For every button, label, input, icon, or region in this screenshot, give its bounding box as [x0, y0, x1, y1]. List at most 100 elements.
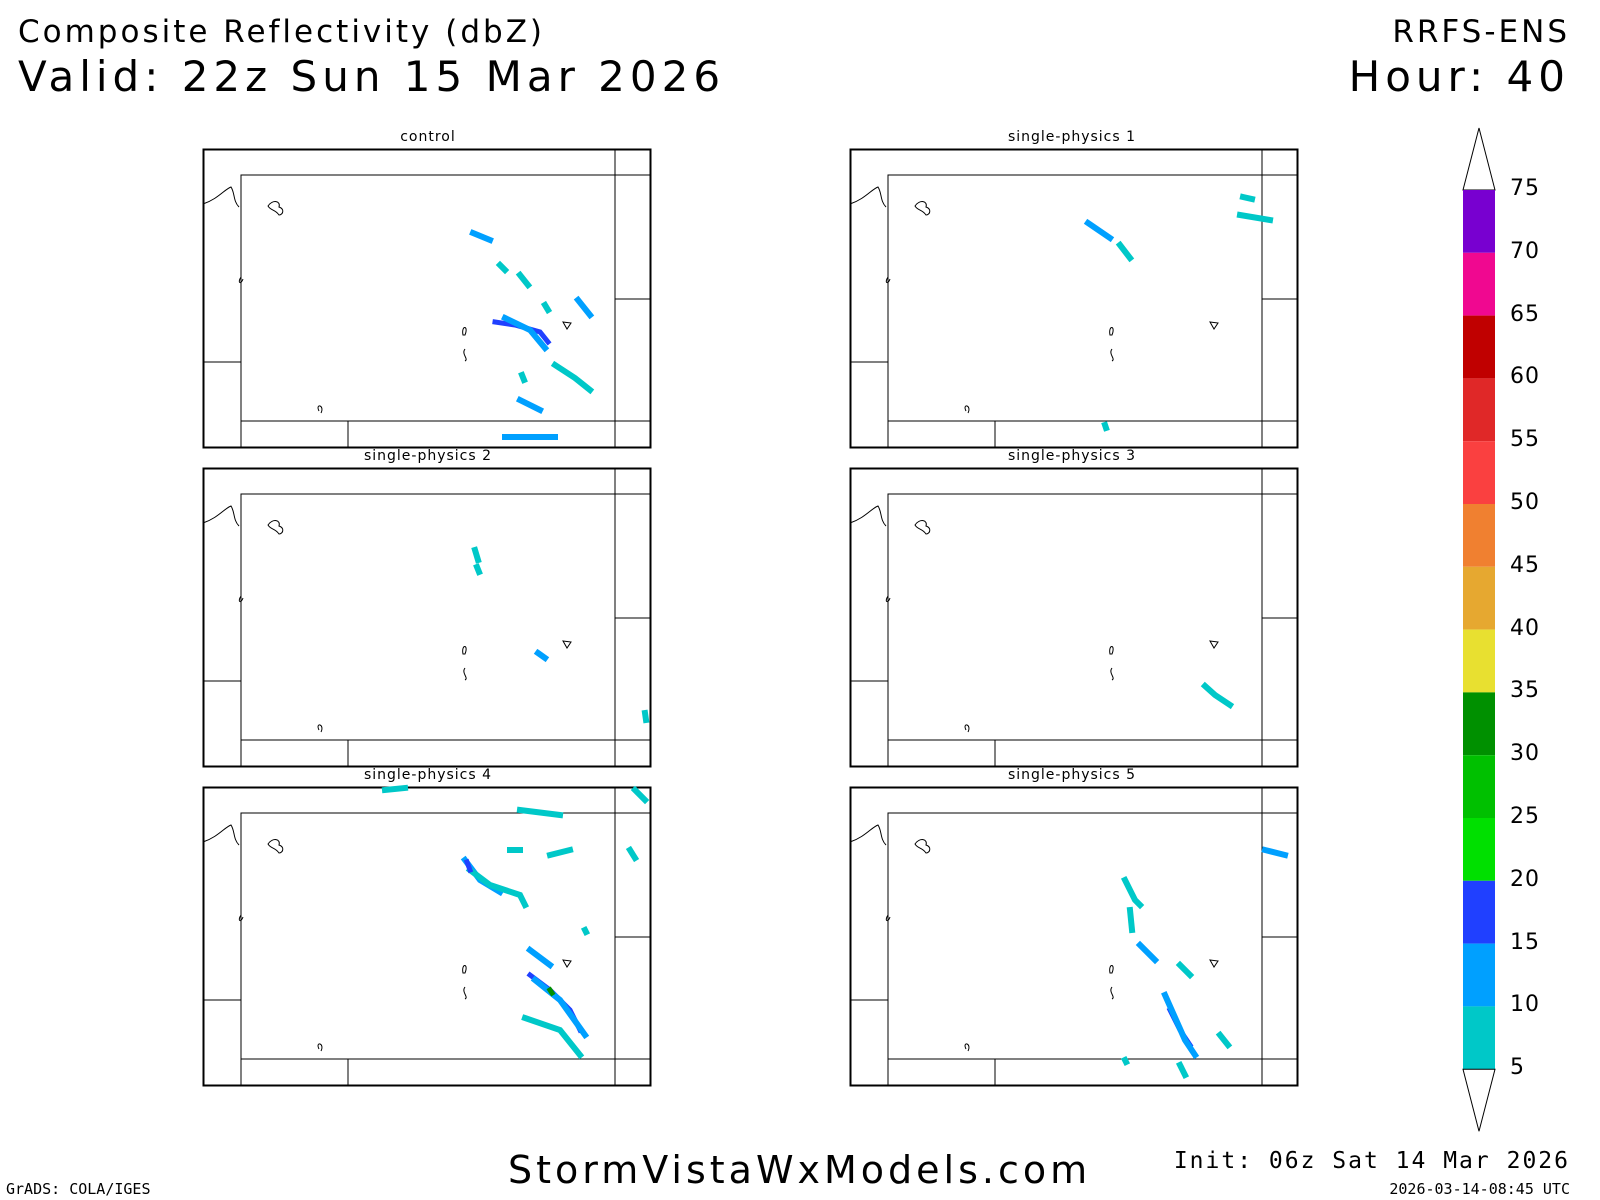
lake-outline — [1209, 640, 1219, 649]
lake-outline — [1209, 321, 1219, 330]
lake-outline — [317, 1043, 323, 1052]
state-borders — [203, 468, 651, 767]
reflectivity-echo — [1135, 940, 1160, 965]
lake-outline — [562, 640, 572, 649]
lake-outline — [885, 914, 891, 922]
reflectivity-echo — [1239, 193, 1256, 203]
coastline-outline — [849, 186, 887, 208]
reflectivity-echo — [473, 563, 483, 576]
lake-outline — [462, 646, 467, 655]
river-outline — [1110, 986, 1114, 1000]
reflectivity-echo — [1083, 218, 1115, 243]
colorbar-top-arrow — [1462, 127, 1496, 191]
generated-timestamp: 2026-03-14-08:45 UTC — [1389, 1180, 1570, 1198]
lake-outline — [964, 1043, 970, 1052]
colorbar-label: 35 — [1510, 678, 1540, 704]
reflectivity-echo — [1126, 906, 1136, 934]
map-frame — [849, 786, 1299, 1087]
colorbar-segment — [1463, 504, 1495, 567]
map-panel-single-physics-3 — [849, 467, 1299, 768]
reflectivity-echo — [1261, 846, 1289, 859]
reflectivity-echo — [1175, 1060, 1190, 1080]
river-outline — [1110, 348, 1114, 362]
reflectivity-echo — [518, 371, 528, 384]
colorbar-label: 5 — [1510, 1055, 1525, 1081]
coastline-outline — [849, 824, 887, 846]
panel-label-sp3: single-physics 3 — [1007, 448, 1137, 464]
lake-outline — [317, 724, 323, 733]
reflectivity-echo — [630, 785, 650, 805]
model-name: RRFS-ENS — [1392, 14, 1570, 50]
lake-outline — [964, 724, 970, 733]
init-time: Init: 06z Sat 14 Mar 2026 — [1173, 1148, 1570, 1174]
river-outline — [463, 348, 467, 362]
lake-outline — [462, 327, 467, 336]
state-borders — [850, 149, 1298, 448]
reflectivity-echo — [530, 975, 590, 1040]
reflectivity-echo — [625, 845, 640, 863]
lake-outline — [914, 201, 931, 216]
reflectivity-echo — [533, 648, 550, 663]
coastline-outline — [202, 824, 240, 846]
lake-outline — [914, 839, 931, 854]
colorbar-bottom-arrow — [1462, 1068, 1496, 1132]
reflectivity-echo — [1115, 240, 1135, 263]
reflectivity-echo — [1161, 991, 1200, 1060]
reflectivity-echo — [1175, 960, 1195, 980]
lake-outline — [267, 201, 284, 216]
colorbar-segment — [1463, 378, 1495, 442]
reflectivity-echo — [516, 806, 564, 819]
map-frame — [202, 786, 652, 1087]
reflectivity-echo — [550, 360, 595, 395]
river-outline — [463, 986, 467, 1000]
reflectivity-echo — [515, 395, 545, 415]
lake-outline — [1209, 959, 1219, 968]
colorbar-segment — [1463, 818, 1495, 881]
colorbar-label: 50 — [1510, 490, 1540, 515]
map-frame — [202, 148, 652, 449]
panel-label-sp5: single-physics 5 — [1007, 767, 1137, 783]
colorbar-segment — [1463, 943, 1495, 1007]
colorbar-label: 20 — [1510, 866, 1540, 892]
reflectivity-echo — [471, 546, 482, 564]
reflectivity-colorbar — [1462, 127, 1496, 1132]
lake-outline — [964, 405, 970, 414]
map-frame — [849, 467, 1299, 768]
river-outline — [1110, 667, 1114, 681]
lake-outline — [238, 276, 244, 284]
reflectivity-echo — [641, 709, 650, 724]
lake-outline — [238, 595, 244, 603]
reflectivity-echo — [1120, 875, 1145, 910]
colorbar-segment — [1463, 566, 1495, 630]
colorbar-label: 75 — [1510, 176, 1540, 201]
lake-outline — [238, 914, 244, 922]
colorbar-label: 10 — [1510, 992, 1540, 1018]
reflectivity-echo — [1215, 1030, 1233, 1050]
map-panel-single-physics-2 — [202, 467, 652, 768]
coastline-outline — [202, 505, 240, 527]
reflectivity-echo — [546, 846, 574, 859]
reflectivity-echo — [521, 1014, 585, 1060]
coastline-outline — [202, 186, 240, 208]
forecast-hour: Hour: 40 — [1348, 52, 1570, 101]
state-borders — [203, 787, 651, 1086]
colorbar-segment — [1463, 190, 1495, 253]
colorbar-segment — [1463, 629, 1495, 693]
map-panel-single-physics-1 — [849, 148, 1299, 449]
reflectivity-echo — [580, 925, 591, 937]
reflectivity-echo — [546, 986, 556, 997]
state-borders — [203, 149, 651, 448]
reflectivity-echo — [540, 300, 553, 315]
state-borders — [850, 468, 1298, 767]
colorbar-segment — [1463, 692, 1495, 756]
lake-outline — [885, 276, 891, 284]
software-credit: GrADS: COLA/IGES — [6, 1180, 151, 1198]
reflectivity-echo — [500, 313, 550, 353]
colorbar-segment — [1463, 441, 1495, 504]
lake-outline — [562, 321, 572, 330]
colorbar-segment — [1463, 755, 1495, 818]
map-panel-single-physics-5 — [849, 786, 1299, 1087]
lake-outline — [1109, 965, 1114, 974]
colorbar-label: 55 — [1510, 427, 1540, 453]
panel-label-control: control — [400, 129, 456, 145]
